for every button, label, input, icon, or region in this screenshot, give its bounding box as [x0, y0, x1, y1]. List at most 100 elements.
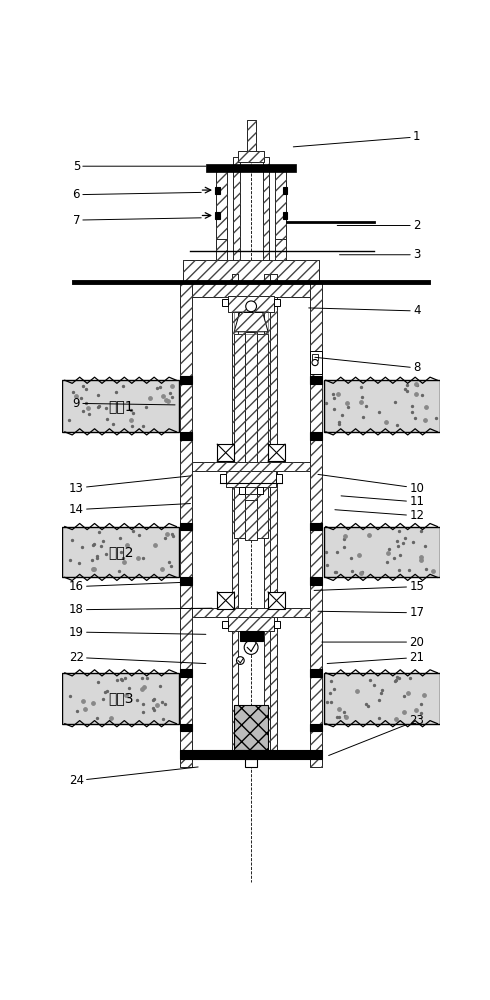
Point: [412, 376, 420, 392]
Point: [400, 704, 408, 720]
Point: [364, 698, 371, 714]
Point: [359, 409, 367, 425]
Bar: [245, 494, 257, 500]
Bar: [311, 523, 322, 530]
Point: [327, 694, 335, 710]
Point: [153, 697, 161, 713]
Text: 5: 5: [73, 160, 206, 173]
Point: [420, 687, 428, 703]
Point: [120, 554, 128, 570]
Point: [113, 672, 121, 688]
Point: [358, 564, 366, 580]
Text: 11: 11: [341, 495, 424, 508]
Bar: [311, 577, 322, 585]
Point: [128, 523, 136, 539]
Bar: [234, 334, 245, 538]
Point: [93, 548, 101, 564]
Point: [340, 539, 348, 555]
Point: [112, 384, 120, 400]
Point: [421, 412, 429, 428]
Bar: [206, 164, 296, 172]
Point: [147, 390, 154, 406]
Point: [138, 681, 146, 697]
Point: [393, 417, 401, 433]
Bar: [270, 274, 276, 751]
Point: [79, 403, 87, 419]
Text: 油层2: 油层2: [108, 545, 133, 559]
Bar: [180, 376, 192, 384]
Point: [340, 704, 348, 720]
Bar: [257, 487, 264, 494]
Bar: [217, 166, 227, 249]
Bar: [268, 592, 285, 609]
Point: [129, 405, 137, 421]
Point: [375, 710, 383, 726]
Point: [335, 701, 343, 717]
Point: [101, 684, 109, 700]
Point: [140, 679, 148, 695]
Point: [103, 683, 111, 699]
Bar: [257, 334, 268, 538]
Point: [357, 394, 365, 410]
Bar: [180, 282, 192, 767]
Bar: [245, 332, 257, 540]
Point: [412, 702, 419, 718]
Bar: [180, 282, 192, 767]
Point: [82, 381, 90, 397]
Point: [125, 680, 133, 696]
Bar: [238, 151, 264, 162]
Point: [344, 399, 352, 415]
Point: [159, 711, 167, 727]
Bar: [270, 274, 276, 751]
Text: 15: 15: [314, 580, 424, 593]
Bar: [180, 750, 322, 759]
Bar: [311, 724, 322, 731]
Text: 18: 18: [69, 603, 212, 616]
Point: [335, 709, 343, 725]
Text: 19: 19: [69, 626, 206, 639]
Bar: [222, 299, 228, 306]
Bar: [215, 187, 220, 194]
Bar: [180, 577, 192, 585]
Point: [341, 708, 349, 724]
Point: [72, 388, 80, 404]
Point: [81, 701, 89, 717]
Bar: [180, 724, 192, 731]
Text: 油层3: 油层3: [108, 691, 133, 705]
Point: [333, 544, 341, 560]
Bar: [275, 239, 286, 282]
Point: [139, 550, 147, 566]
Point: [338, 407, 345, 423]
Point: [375, 404, 383, 420]
Point: [347, 550, 355, 566]
Bar: [183, 260, 319, 282]
Point: [167, 558, 175, 574]
Bar: [222, 620, 228, 628]
Point: [168, 389, 175, 405]
Point: [429, 563, 437, 579]
Text: 6: 6: [73, 188, 201, 201]
Text: 14: 14: [69, 503, 191, 516]
Point: [323, 694, 331, 710]
Point: [412, 410, 419, 426]
Point: [90, 695, 98, 711]
Bar: [183, 260, 319, 282]
Bar: [239, 487, 245, 494]
Point: [151, 537, 159, 553]
Point: [163, 526, 171, 542]
Point: [341, 528, 349, 544]
Bar: [311, 376, 322, 384]
Text: 4: 4: [309, 304, 420, 317]
Point: [168, 378, 175, 394]
Text: 7: 7: [73, 214, 201, 227]
Circle shape: [237, 657, 244, 664]
Point: [118, 672, 126, 688]
Point: [153, 380, 161, 396]
Point: [399, 535, 407, 551]
Point: [84, 400, 92, 416]
Text: 2: 2: [337, 219, 420, 232]
Bar: [228, 296, 274, 312]
Point: [383, 554, 391, 570]
Bar: [311, 351, 322, 374]
Point: [409, 534, 417, 550]
